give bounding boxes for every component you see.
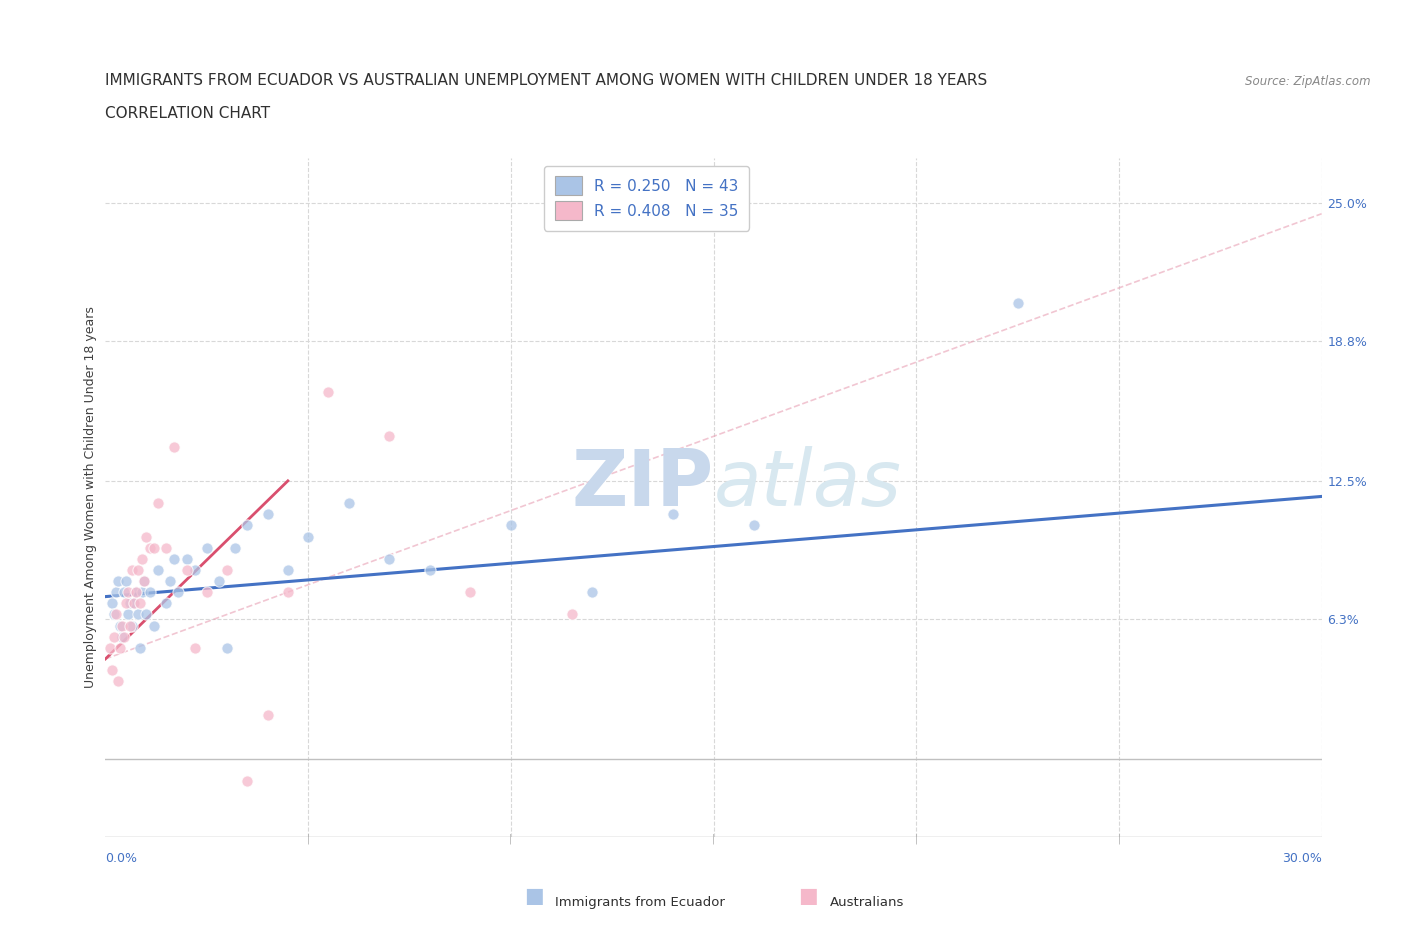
Point	[107, 574, 129, 589]
Point	[139, 585, 162, 600]
Point	[111, 618, 134, 633]
Text: ■: ■	[524, 886, 544, 906]
Point	[318, 384, 340, 399]
Point	[458, 585, 481, 600]
Point	[581, 585, 603, 600]
Point	[98, 641, 121, 656]
Point	[125, 585, 148, 600]
Point	[122, 596, 145, 611]
Point	[135, 529, 157, 544]
Point	[1007, 296, 1029, 311]
Point	[337, 496, 360, 511]
Point	[118, 618, 141, 633]
Point	[163, 440, 186, 455]
Point	[121, 563, 143, 578]
Point	[135, 607, 157, 622]
Point	[146, 496, 169, 511]
Text: Immigrants from Ecuador: Immigrants from Ecuador	[555, 896, 725, 909]
Text: |: |	[307, 833, 309, 844]
Point	[143, 540, 166, 555]
Point	[127, 563, 149, 578]
Text: |: |	[509, 833, 512, 844]
Text: CORRELATION CHART: CORRELATION CHART	[105, 106, 270, 121]
Point	[256, 707, 278, 722]
Point	[183, 563, 205, 578]
Point	[217, 563, 239, 578]
Point	[127, 607, 149, 622]
Point	[662, 507, 685, 522]
Point	[132, 574, 155, 589]
Point	[499, 518, 522, 533]
Text: ZIP: ZIP	[571, 446, 713, 522]
Point	[103, 607, 125, 622]
Point	[742, 518, 765, 533]
Point	[224, 540, 246, 555]
Point	[208, 574, 231, 589]
Point	[195, 585, 218, 600]
Point	[103, 630, 125, 644]
Point	[419, 563, 441, 578]
Text: |: |	[915, 833, 918, 844]
Point	[131, 551, 153, 566]
Point	[129, 596, 152, 611]
Text: Source: ZipAtlas.com: Source: ZipAtlas.com	[1246, 75, 1371, 88]
Point	[117, 607, 139, 622]
Point	[114, 596, 136, 611]
Point	[111, 630, 134, 644]
Point	[112, 630, 135, 644]
Point	[163, 551, 186, 566]
Point	[122, 596, 145, 611]
Point	[112, 585, 135, 600]
Point	[100, 662, 122, 677]
Point	[159, 574, 181, 589]
Point	[155, 540, 177, 555]
Point	[121, 618, 143, 633]
Text: IMMIGRANTS FROM ECUADOR VS AUSTRALIAN UNEMPLOYMENT AMONG WOMEN WITH CHILDREN UND: IMMIGRANTS FROM ECUADOR VS AUSTRALIAN UN…	[105, 73, 987, 88]
Point	[236, 774, 259, 789]
Point	[104, 607, 127, 622]
Text: |: |	[1118, 833, 1121, 844]
Point	[108, 641, 131, 656]
Point	[176, 563, 198, 578]
Text: |: |	[711, 833, 716, 844]
Point	[217, 641, 239, 656]
Point	[114, 574, 136, 589]
Text: Australians: Australians	[830, 896, 904, 909]
Text: 30.0%: 30.0%	[1282, 852, 1322, 865]
Point	[277, 563, 299, 578]
Text: atlas: atlas	[713, 446, 901, 522]
Point	[561, 607, 583, 622]
Point	[155, 596, 177, 611]
Point	[256, 507, 278, 522]
Point	[108, 618, 131, 633]
Point	[117, 585, 139, 600]
Point	[139, 540, 162, 555]
Point	[125, 585, 148, 600]
Point	[378, 429, 401, 444]
Point	[236, 518, 259, 533]
Text: 0.0%: 0.0%	[105, 852, 138, 865]
Point	[277, 585, 299, 600]
Point	[100, 596, 122, 611]
Point	[107, 673, 129, 688]
Point	[104, 585, 127, 600]
Point	[167, 585, 190, 600]
Point	[297, 529, 319, 544]
Point	[143, 618, 166, 633]
Legend: R = 0.250   N = 43, R = 0.408   N = 35: R = 0.250 N = 43, R = 0.408 N = 35	[544, 166, 749, 231]
Point	[129, 641, 152, 656]
Point	[378, 551, 401, 566]
Point	[118, 596, 141, 611]
Point	[131, 585, 153, 600]
Point	[146, 563, 169, 578]
Point	[183, 641, 205, 656]
Point	[195, 540, 218, 555]
Text: ■: ■	[799, 886, 818, 906]
Point	[176, 551, 198, 566]
Point	[132, 574, 155, 589]
Y-axis label: Unemployment Among Women with Children Under 18 years: Unemployment Among Women with Children U…	[84, 307, 97, 688]
